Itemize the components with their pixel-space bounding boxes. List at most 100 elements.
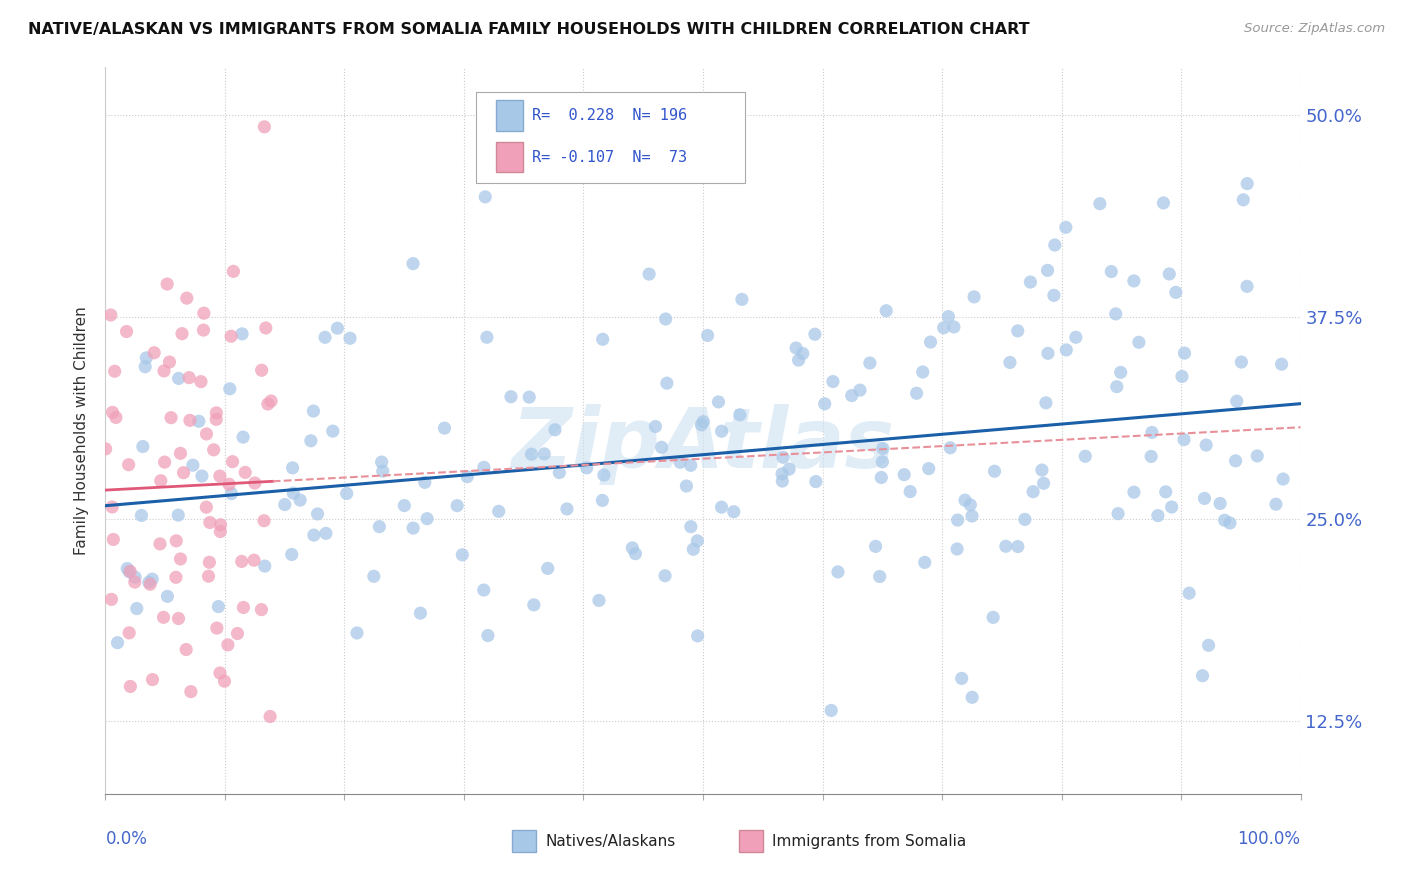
Point [472,582,495,597]
Point [125,601,148,615]
Point [115,561,138,575]
Point [998,355,1021,369]
Point [1236,279,1258,293]
Point [898,484,921,499]
Point [624,547,647,561]
Point [259,709,281,723]
Point [363,569,385,583]
Point [307,507,329,521]
Point [256,397,278,411]
Point [288,493,311,508]
Point [283,486,305,500]
Point [205,406,228,420]
Point [911,365,934,379]
Point [402,257,425,271]
Point [1154,484,1177,499]
Point [692,415,714,429]
Point [94,442,117,456]
Point [180,684,202,698]
Point [302,404,325,418]
Point [193,306,215,320]
Point [370,455,392,469]
Point [1191,669,1213,683]
Point [221,486,243,500]
Point [710,500,733,515]
Point [135,351,157,365]
Point [233,466,256,480]
Point [1152,195,1174,210]
Text: ZipAtlas: ZipAtlas [512,404,894,485]
Point [314,330,336,344]
Point [575,461,598,475]
Point [938,310,960,324]
Point [872,455,894,469]
Point [326,321,349,335]
Point [153,364,176,378]
Point [416,511,439,525]
Point [960,508,983,523]
Text: NATIVE/ALASKAN VS IMMIGRANTS FROM SOMALIA FAMILY HOUSEHOLDS WITH CHILDREN CORREL: NATIVE/ALASKAN VS IMMIGRANTS FROM SOMALI… [28,22,1029,37]
Point [302,528,325,542]
Point [250,363,273,377]
Point [1088,196,1111,211]
Point [1225,454,1247,468]
Point [1219,516,1241,530]
Point [785,341,807,355]
Point [959,498,981,512]
Point [696,328,718,343]
Point [218,477,240,491]
Point [548,466,571,480]
Bar [496,142,523,172]
Point [254,321,277,335]
Point [299,434,322,448]
Point [198,516,221,530]
Point [914,555,936,569]
Point [160,410,183,425]
Point [981,610,1004,624]
Point [953,493,976,508]
Point [280,548,302,562]
Point [336,486,359,500]
Point [156,590,179,604]
Point [591,493,613,508]
Point [1099,264,1122,278]
Point [222,264,245,278]
Point [1036,346,1059,360]
Point [1128,335,1150,350]
Point [946,513,969,527]
Text: 100.0%: 100.0% [1237,830,1301,848]
Point [433,421,456,435]
Text: 0.0%: 0.0% [105,830,148,848]
Point [124,570,146,584]
Text: R=  0.228  N= 196: R= 0.228 N= 196 [531,108,688,123]
Point [960,690,983,705]
Point [731,293,754,307]
Point [174,642,197,657]
Point [167,371,190,385]
Point [520,447,543,461]
Point [451,548,474,562]
Point [950,672,973,686]
Point [181,458,204,473]
Point [179,413,201,427]
Point [682,542,704,557]
Bar [496,100,523,130]
Point [226,626,249,640]
Point [218,382,240,396]
Point [1007,540,1029,554]
Point [1226,394,1249,409]
Point [770,474,793,488]
Point [728,408,751,422]
Point [918,461,941,475]
Point [219,329,242,343]
Point [905,386,928,401]
Point [1035,396,1057,410]
Point [138,575,160,590]
Point [153,455,176,469]
Point [523,598,546,612]
Point [778,462,800,476]
Point [1031,463,1053,477]
Point [409,606,432,620]
Point [686,533,709,548]
Point [107,636,129,650]
